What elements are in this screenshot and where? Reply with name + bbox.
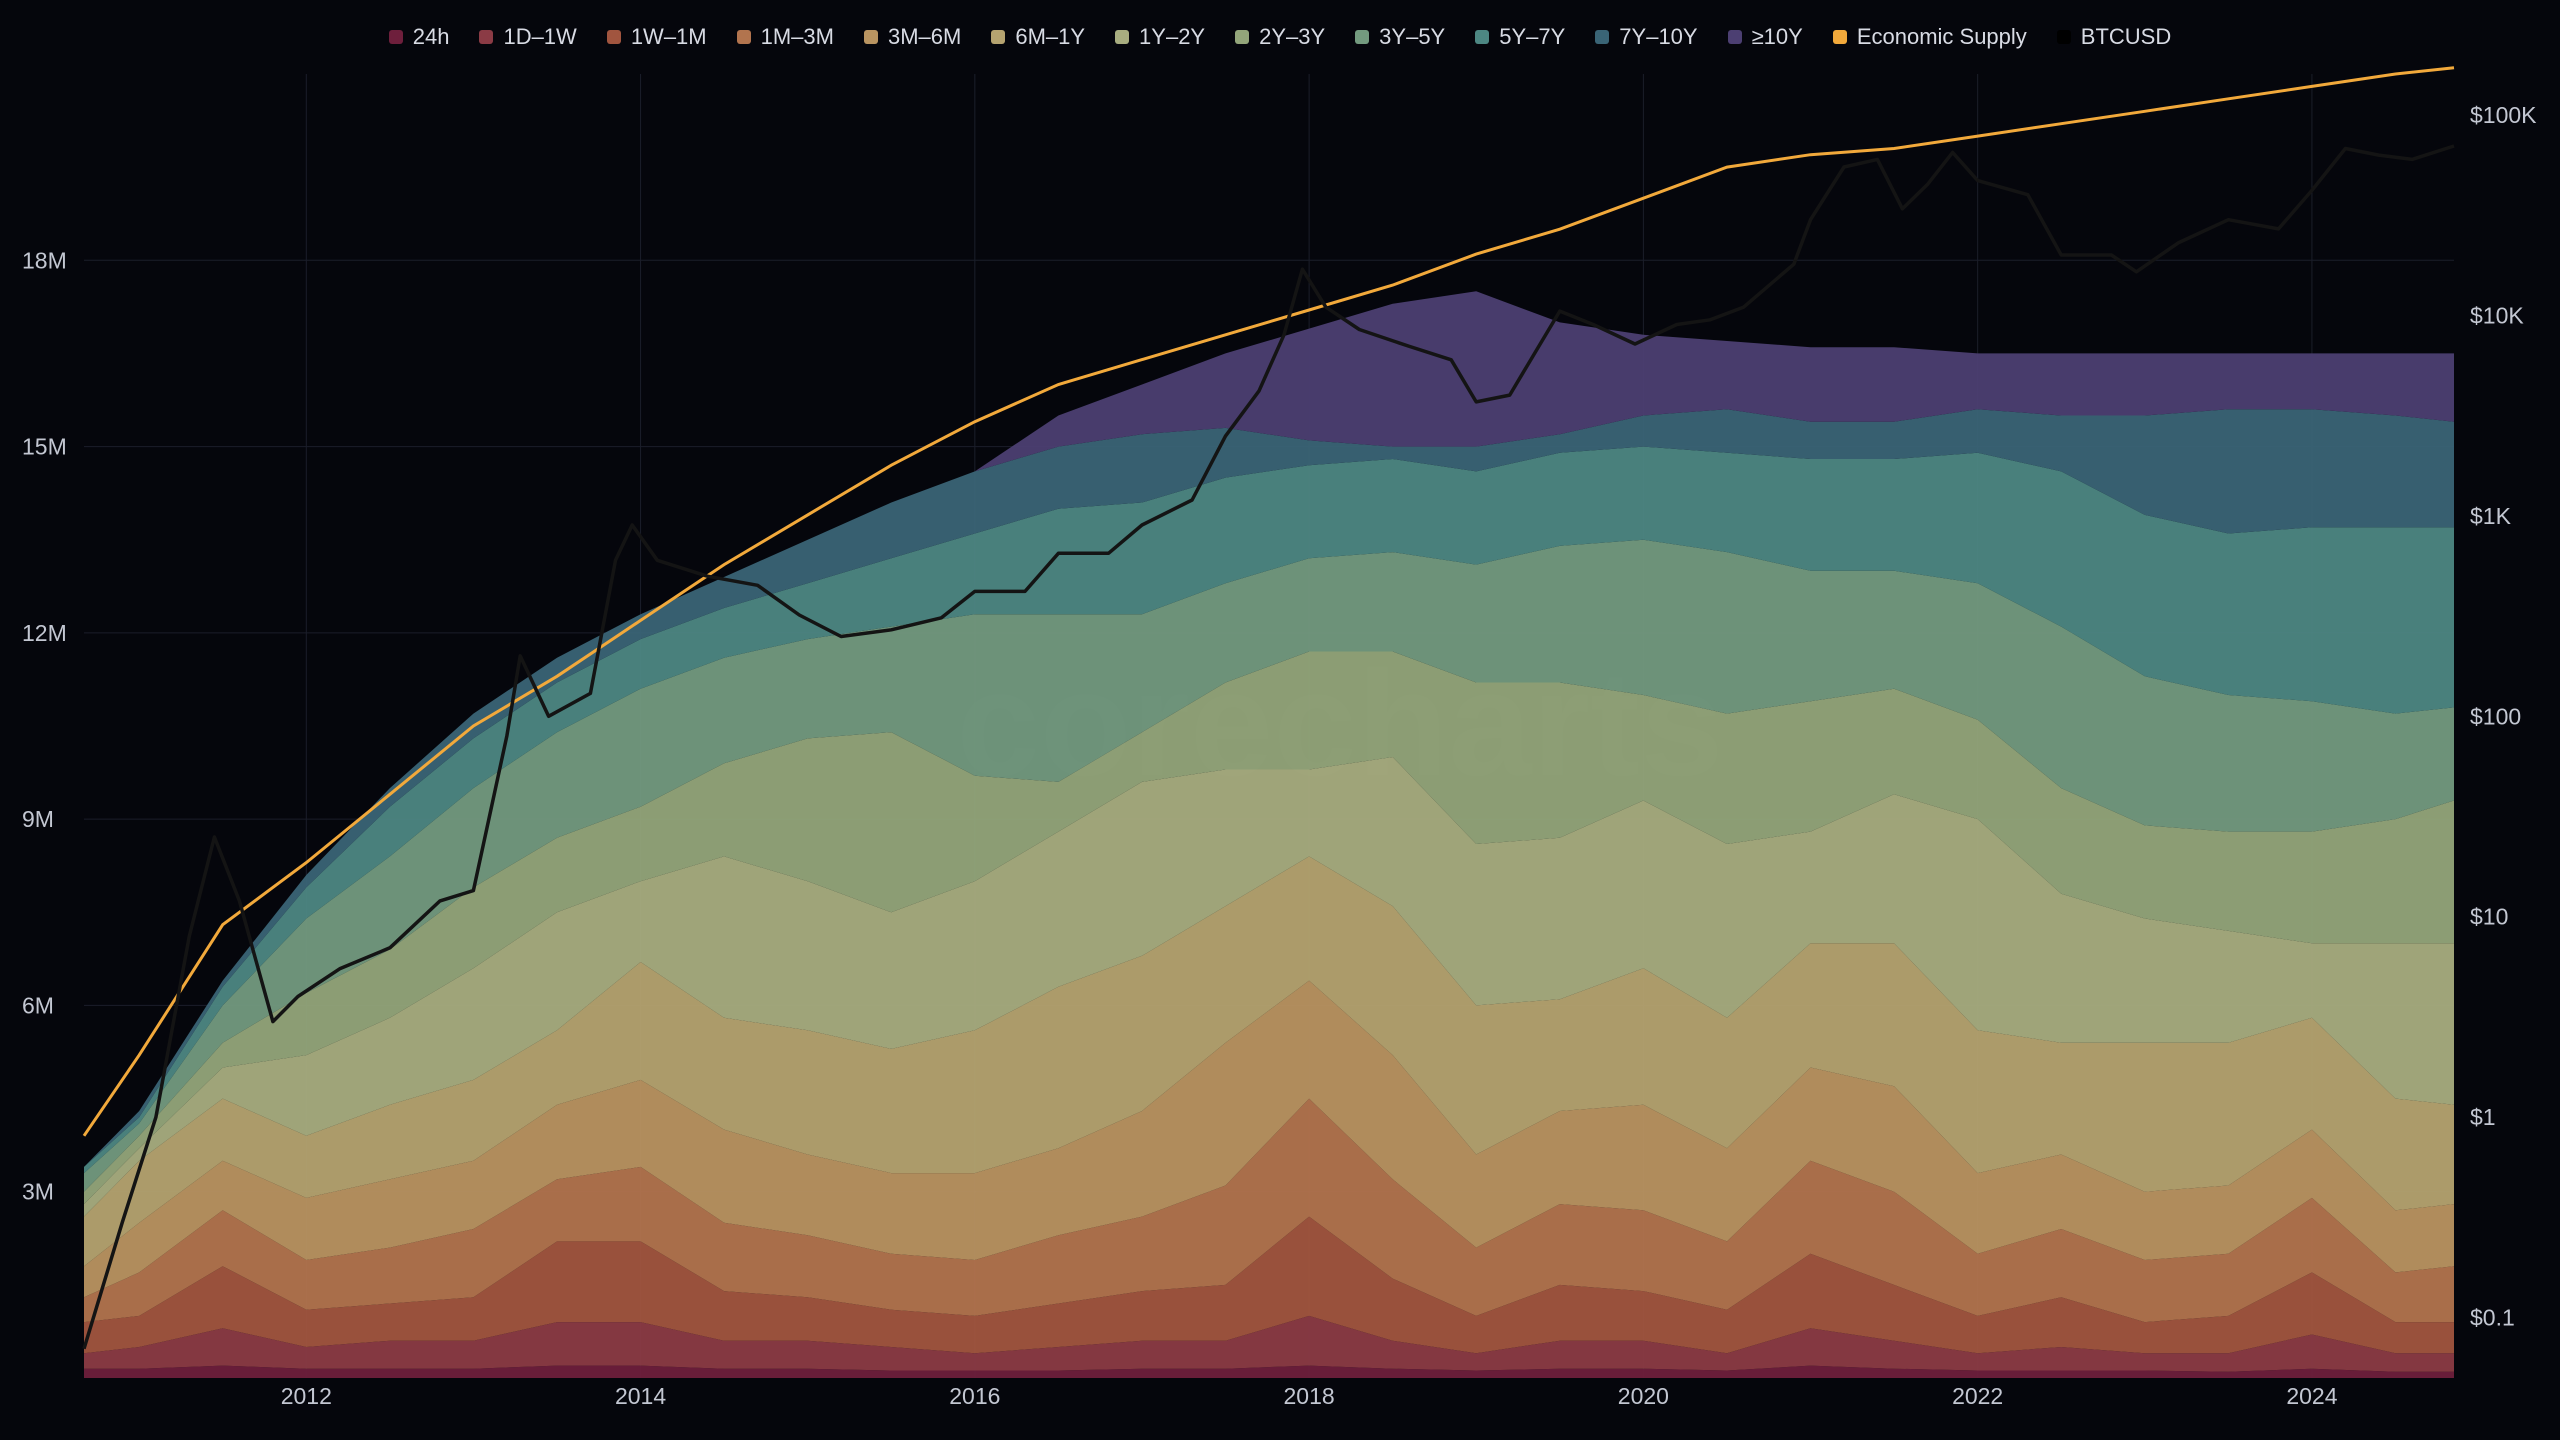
- line-layer: [82, 66, 2455, 1350]
- btcusd-line: [82, 144, 2455, 1350]
- legend-label: 2Y–3Y: [1259, 24, 1326, 49]
- area-band-1W–1M: [84, 1216, 2454, 1354]
- legend-label: 6M–1Y: [1015, 24, 1086, 49]
- y-left-tick-label: 18M: [22, 247, 67, 273]
- legend-swatch: [1235, 30, 1250, 44]
- y-left-tick-label: 9M: [22, 806, 54, 832]
- legend-item[interactable]: 5Y–7Y: [1475, 24, 1565, 50]
- area-band-24h: [84, 1365, 2454, 1378]
- legend-label: 1Y–2Y: [1139, 24, 1206, 49]
- y-right-tick-label: $100: [2470, 703, 2521, 729]
- legend-item[interactable]: 7Y–10Y: [1595, 24, 1698, 50]
- legend-item[interactable]: 1W–1M: [606, 24, 707, 50]
- area-band-3M–6M: [84, 980, 2454, 1298]
- legend-swatch: [1115, 30, 1130, 44]
- area-band-1D–1W: [84, 1315, 2454, 1372]
- axis-layer: 3M 6M 9M 12M 15M 18M $0.1 $1 $10 $100 $1K $10K $100K…: [22, 102, 2537, 1409]
- x-tick-label: 2020: [1618, 1383, 1669, 1409]
- legend-swatch: [736, 30, 751, 44]
- legend-item[interactable]: 3Y–5Y: [1355, 24, 1445, 50]
- y-left-tick-label: 12M: [22, 620, 67, 646]
- legend-label: 24h: [412, 24, 450, 49]
- legend-label: 1W–1M: [630, 24, 707, 49]
- legend-swatch: [1475, 30, 1490, 44]
- legend-swatch: [1832, 30, 1847, 44]
- y-right-tick-label: $1: [2470, 1104, 2496, 1130]
- x-tick-label: 2016: [949, 1383, 1000, 1409]
- legend-swatch: [1355, 30, 1370, 44]
- legend-item[interactable]: Economic Supply: [1832, 24, 2027, 50]
- y-right-tick-label: $10K: [2470, 302, 2524, 328]
- legend-item[interactable]: 2Y–3Y: [1235, 24, 1325, 50]
- legend-swatch: [1727, 30, 1742, 44]
- area-band-6M–1Y: [84, 856, 2454, 1267]
- x-tick-label: 2024: [2286, 1383, 2337, 1409]
- legend-item[interactable]: 6M–1Y: [991, 24, 1085, 50]
- legend-label: 3M–6M: [887, 24, 962, 49]
- legend-swatch: [2056, 30, 2071, 44]
- y-left-tick-label: 3M: [22, 1179, 54, 1205]
- area-band-7Y–10Y: [84, 409, 2454, 1167]
- legend-label: BTCUSD: [2080, 24, 2172, 49]
- legend-swatch: [991, 30, 1006, 44]
- x-tick-label: 2012: [281, 1383, 332, 1409]
- x-tick-label: 2018: [1284, 1383, 1335, 1409]
- legend-label: 1D–1W: [503, 24, 577, 49]
- legend-label: 1M–3M: [760, 24, 834, 49]
- y-right-tick-label: $1K: [2470, 503, 2512, 529]
- area-layer: [84, 291, 2454, 1378]
- legend-swatch: [479, 30, 494, 44]
- area-band-3Y–5Y: [84, 539, 2454, 1192]
- legend-label: ≥10Y: [1751, 24, 1803, 49]
- legend-swatch: [388, 30, 403, 44]
- y-left-tick-label: 6M: [22, 992, 54, 1018]
- y-left-tick-label: 15M: [22, 434, 67, 460]
- area-band-≥10Y: [84, 291, 2454, 1167]
- legend-label: Economic Supply: [1856, 24, 2027, 49]
- x-tick-label: 2022: [1952, 1383, 2003, 1409]
- legend-swatch: [863, 30, 878, 44]
- area-band-2Y–3Y: [84, 651, 2454, 1205]
- area-band-1Y–2Y: [84, 757, 2454, 1217]
- legend-item[interactable]: 1D–1W: [479, 24, 577, 50]
- legend-label: 3Y–5Y: [1379, 24, 1446, 49]
- chart-legend: 24h 1D–1W 1W–1M 1M–3M 3M–6M 6M–1Y 1Y–2Y 2Y–3Y 3Y…: [0, 0, 2560, 74]
- y-right-tick-label: $10: [2470, 904, 2508, 930]
- legend-item[interactable]: 3M–6M: [863, 24, 962, 50]
- legend-label: 5Y–7Y: [1499, 24, 1566, 49]
- x-tick-label: 2014: [615, 1383, 666, 1409]
- economic-supply-line: [82, 66, 2455, 1137]
- legend-swatch: [606, 30, 621, 44]
- y-right-tick-label: $100K: [2470, 102, 2537, 128]
- legend-label: 7Y–10Y: [1619, 24, 1698, 49]
- legend-item[interactable]: 24h: [388, 24, 450, 50]
- y-right-tick-label: $0.1: [2470, 1305, 2515, 1331]
- legend-item[interactable]: ≥10Y: [1727, 24, 1803, 50]
- legend-item[interactable]: BTCUSD: [2056, 24, 2172, 50]
- area-band-1M–3M: [84, 1098, 2454, 1323]
- area-band-5Y–7Y: [84, 446, 2454, 1174]
- legend-item[interactable]: 1M–3M: [736, 24, 834, 50]
- legend-swatch: [1595, 30, 1610, 44]
- legend-item[interactable]: 1Y–2Y: [1115, 24, 1205, 50]
